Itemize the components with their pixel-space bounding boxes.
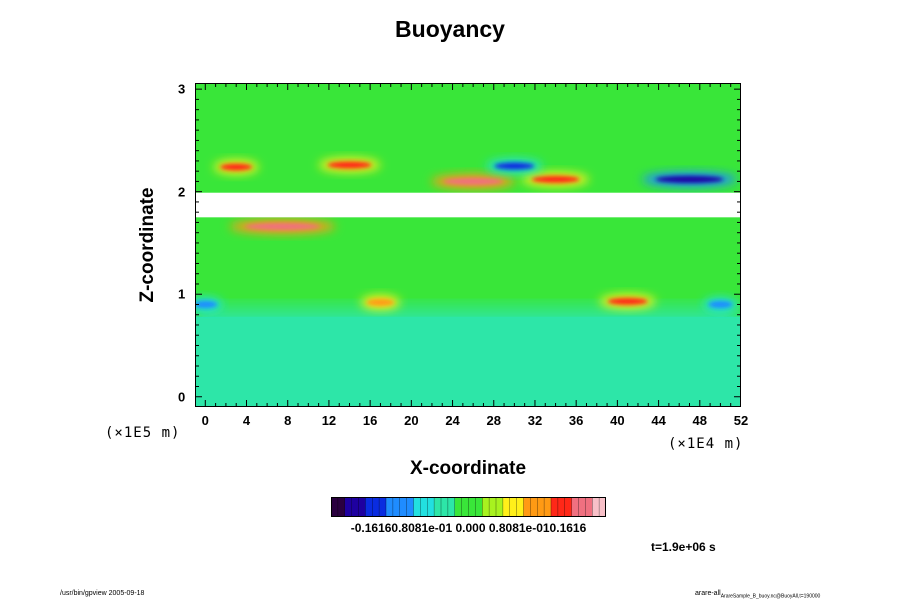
colorbar-cell [365,497,373,517]
colorbar-cell [592,497,600,517]
colorbar-cell [337,497,346,517]
x-tick-label: 52 [733,413,749,428]
colorbar-cell [468,497,476,517]
colorbar-cell [379,497,387,517]
colorbar-cell [331,497,339,517]
footer-left: /usr/bin/gpview 2005-09-18 [60,590,145,597]
colorbar-cell [530,497,538,517]
colorbar-cell [434,497,442,517]
colorbar-cell [599,497,606,517]
colorbar-cell [420,497,428,517]
colorbar-cell [406,497,414,517]
field-feature [213,160,259,175]
colorbar [331,497,606,517]
colorbar-cell [551,497,559,517]
colorbar-cell [461,497,469,517]
colorbar-cell [447,497,456,517]
colorbar-cell [537,497,545,517]
x-tick-label: 40 [610,413,625,428]
field-feature [318,158,381,173]
x-tick-label: 36 [568,413,584,428]
x-axis-title: X-coordinate [409,458,527,479]
colorbar-cell [427,497,435,517]
y-axis-unit: (×1E5 m) [105,425,181,441]
colorbar-cell [489,497,497,517]
x-tick-label: 0 [201,413,209,428]
footer-right-main: arare-all [695,590,721,597]
x-tick-label: 32 [527,413,543,428]
field-feature [703,297,738,312]
heatmap-plot [195,83,741,407]
x-tick-label: 44 [651,413,666,428]
footer-right-sub: ArareSample_B_buoy.nc@BuoyAll,t=190000 [720,593,821,600]
undefined-band [195,192,741,218]
colorbar-cell [564,497,572,517]
colorbar-cell [392,497,401,517]
field-feature [599,294,656,309]
y-tick-label: 2 [178,184,186,200]
colorbar-cell [351,497,359,517]
x-tick-label: 4 [242,413,251,428]
field-feature [360,295,401,310]
plot-frame [195,83,741,407]
colorbar-cell [482,497,490,517]
x-tick-label: 48 [692,413,708,428]
y-axis-title: Z-coordinate [137,187,158,303]
colorbar-cell [441,497,449,517]
colorbar-cell [557,497,566,517]
field-feature [195,297,223,312]
field-feature [431,174,516,189]
x-tick-label: 28 [486,413,501,428]
colorbar-cell [344,497,352,517]
x-axis-unit: (×1E4 m) [668,436,744,452]
axis-ticks [195,83,741,407]
colorbar-cell [502,497,511,517]
colorbar-cell [523,497,531,517]
colorbar-cell [413,497,421,517]
colorbar-cell [516,497,524,517]
colorbar-cell [372,497,380,517]
field-feature [521,172,590,187]
x-tick-label: 12 [321,413,337,428]
time-label: t=1.9e+06 s [651,540,716,554]
colorbar-labels: -0.16160.8081e-01 0.000 0.8081e-010.1616 [350,521,587,535]
colorbar-cell [571,497,579,517]
colorbar-cell [578,497,586,517]
footer-right: arare-allArareSample_B_buoy.nc@BuoyAll,t… [695,590,820,599]
y-tick-label: 0 [178,389,186,405]
x-tick-label: 8 [284,413,292,428]
x-tick-label: 16 [362,413,378,428]
x-tick-label: 20 [404,413,419,428]
field-lower-layer-core [195,316,741,407]
colorbar-cell [386,497,394,517]
field-feature [486,159,543,174]
y-tick-label: 1 [178,286,186,302]
y-tick-label: 3 [178,81,186,97]
colorbar-cell [454,497,462,517]
x-tick-label: 24 [445,413,460,428]
colorbar-cell [585,497,593,517]
colorbar-cell [358,497,366,517]
colorbar-cell [544,497,552,517]
colorbar-cell [496,497,504,517]
chart-title: Buoyancy [395,16,505,42]
field-feature [641,172,738,187]
colorbar-cell [475,497,483,517]
colorbar-cell [399,497,407,517]
buoyancy-field [195,83,741,407]
field-feature [229,219,336,234]
colorbar-cell [509,497,517,517]
